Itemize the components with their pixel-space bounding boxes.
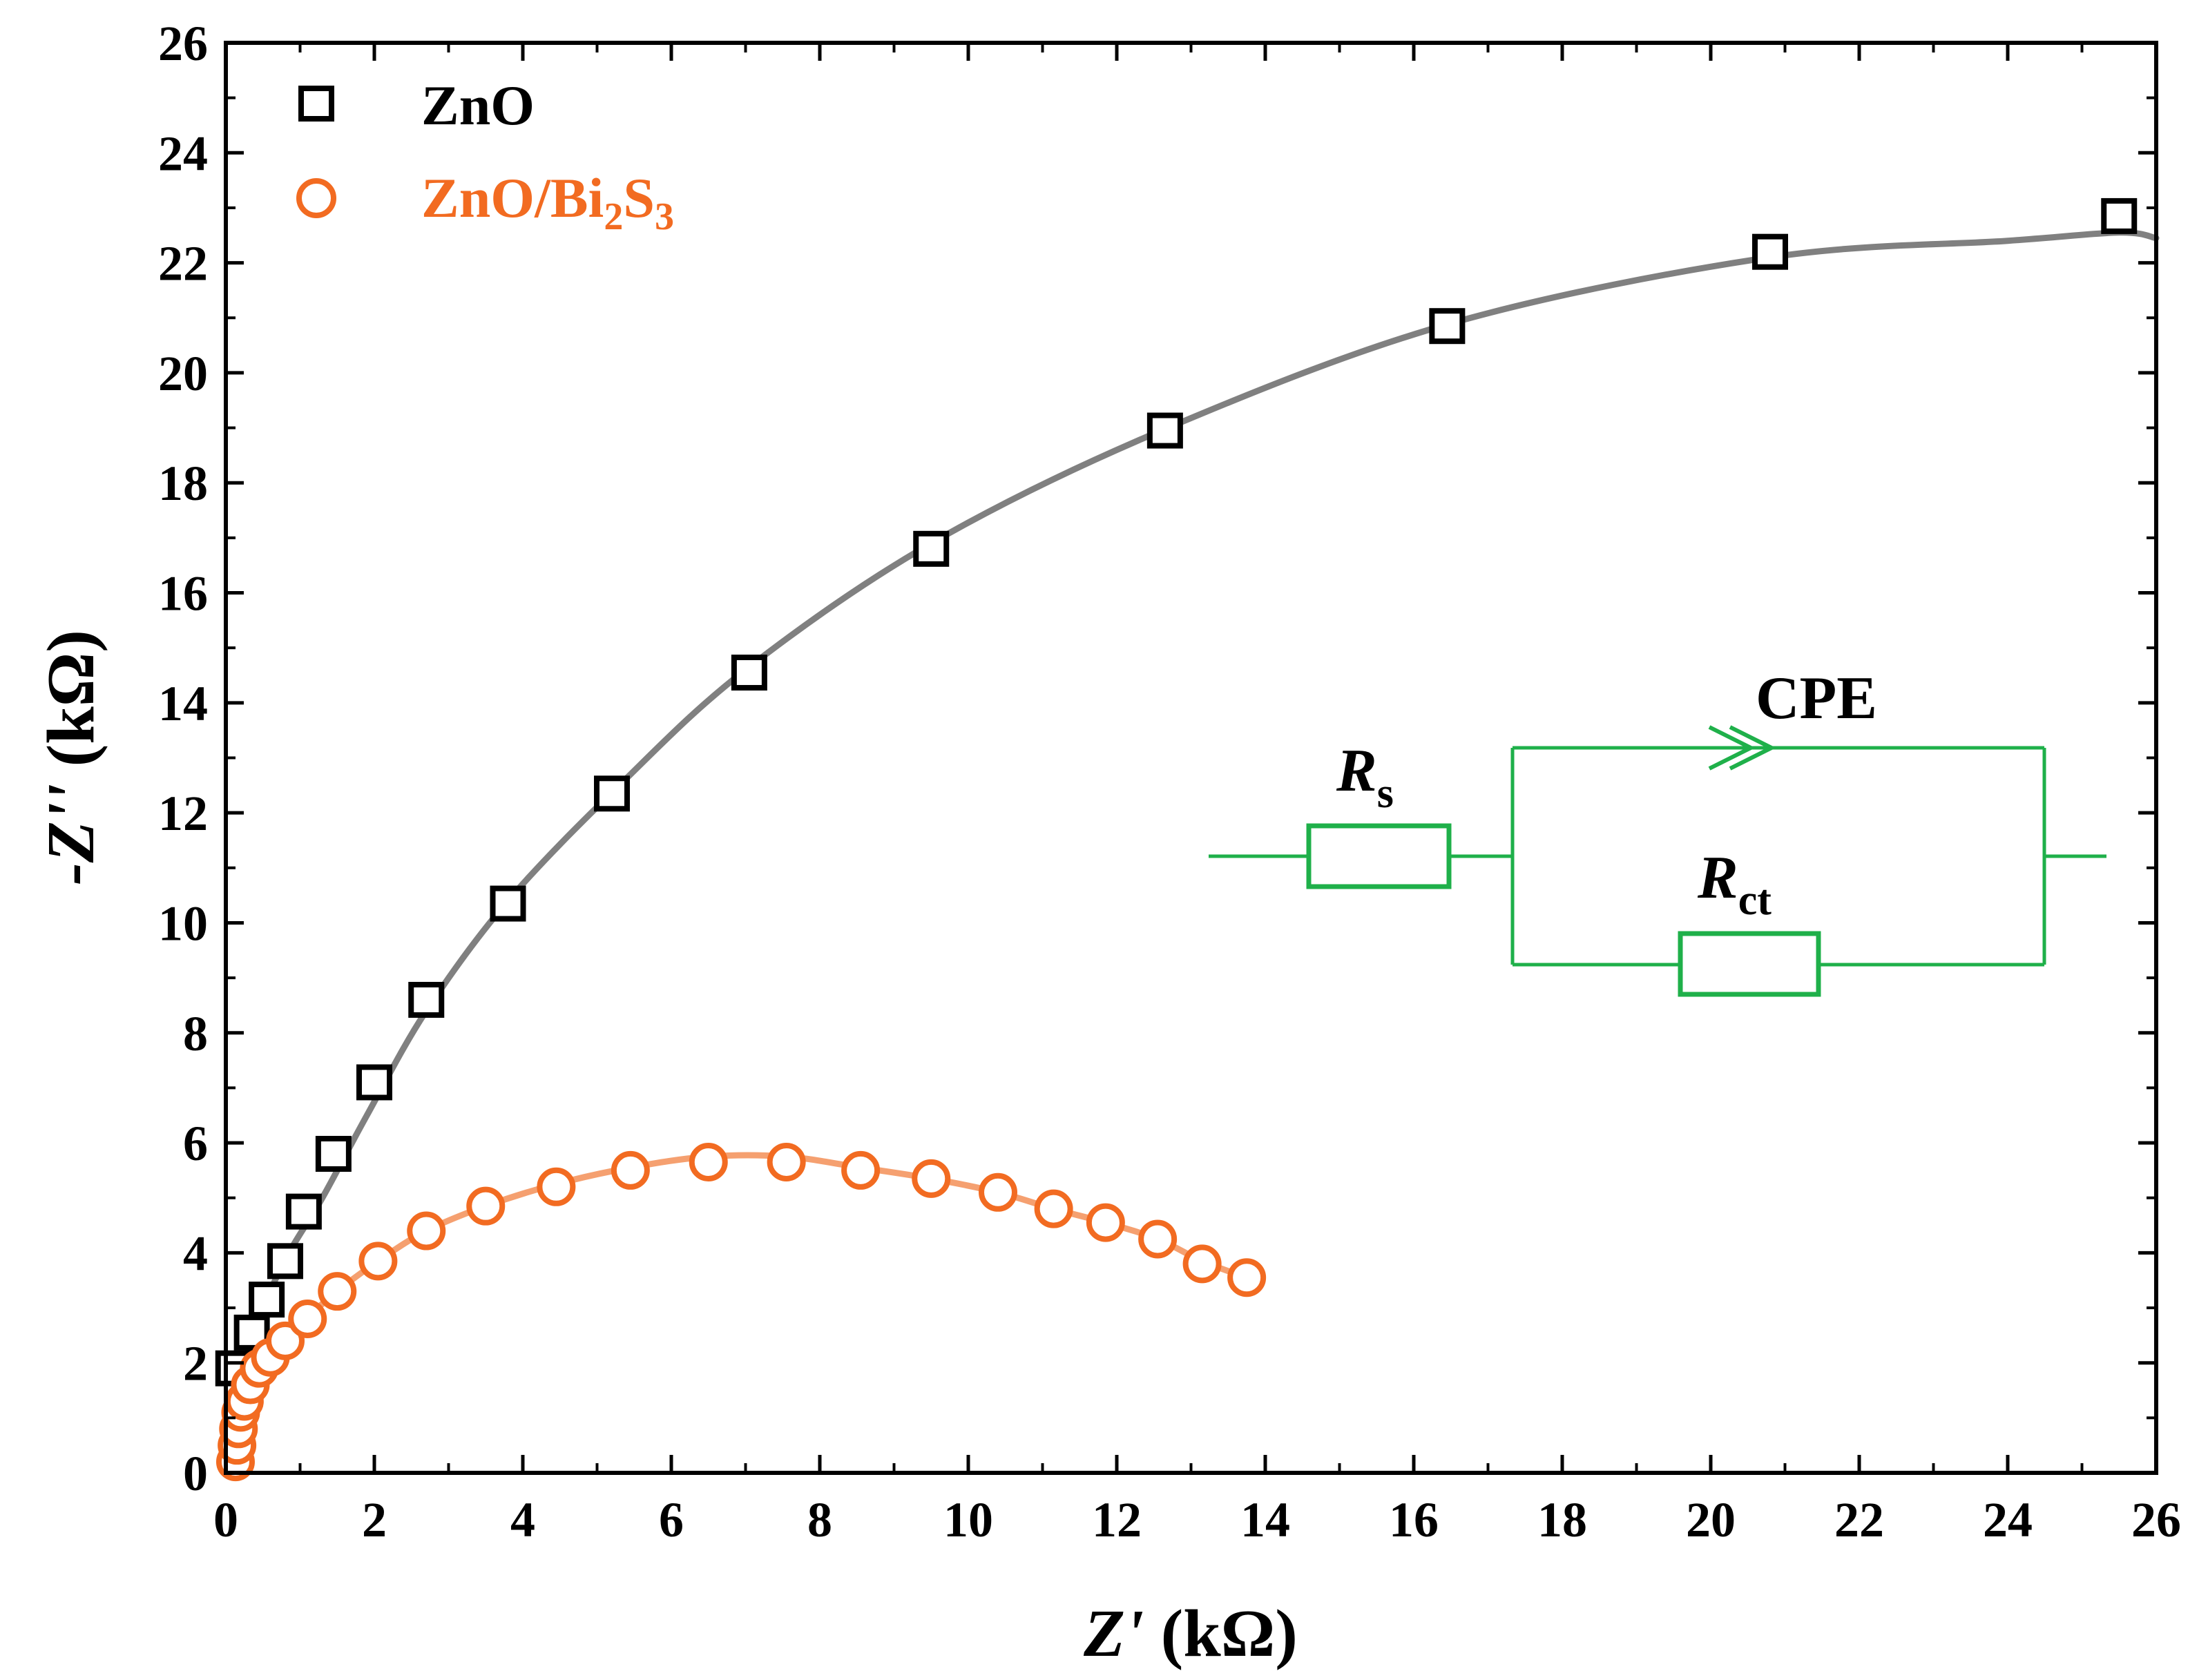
zno-bi2s3-data-point [407,1211,446,1251]
zno-bi2s3-data-point [767,1142,806,1181]
x-tick-label: 10 [943,1492,993,1547]
x-axis-variable: Z' [1083,1596,1144,1671]
zno-bi2s3-data-point [358,1242,398,1281]
y-tick-label: 10 [158,896,208,951]
legend-label-bi2s3: ZnO/Bi2S3 [421,166,674,238]
zno-bi2s3-data-point [611,1150,650,1190]
zno-data-point [315,1136,352,1172]
x-tick-label: 24 [1983,1492,2033,1547]
legend-marker-zno [298,86,334,122]
zno-bi2s3-data-point [266,1321,305,1360]
x-tick-label: 16 [1389,1492,1439,1547]
zno-data-point [1146,412,1183,449]
zno-data-point [408,981,445,1018]
y-tick-label: 14 [158,676,208,731]
zno-data-point [356,1064,392,1101]
x-tick-label: 26 [2131,1492,2181,1547]
zno-data-point [490,885,526,922]
rct-resistor [1678,931,1821,997]
legend-label-zno: ZnO [421,74,535,137]
y-tick-label: 26 [158,16,208,71]
y-tick-label: 2 [183,1336,208,1391]
y-axis-title: -Z'' (kΩ) [34,630,108,885]
y-tick-label: 18 [158,456,208,511]
zno-bi2s3-data-point [1086,1203,1125,1242]
equivalent-circuit-inset [1209,725,2106,997]
rs-label: Rs [1336,737,1394,817]
cpe-symbol [1708,725,1756,771]
x-tick-label: 22 [1834,1492,1884,1547]
rct-label: Rct [1697,844,1772,924]
fit-line-zno-bi2s3 [232,1152,1250,1476]
y-tick-label: 12 [158,786,208,841]
zno-data-point [249,1282,285,1318]
x-tick-label: 0 [213,1492,238,1547]
legend-bi2s3-part2: S [623,166,655,229]
zno-data-point [594,775,630,812]
zno-bi2s3-data-point [689,1142,728,1181]
y-tick-label: 4 [183,1226,208,1281]
y-tick-label: 8 [183,1006,208,1061]
y-axis-variable: -Z'' [34,784,108,885]
legend-bi2s3-part1: ZnO/Bi [421,166,604,229]
x-tick-label: 20 [1686,1492,1736,1547]
y-tick-label: 6 [183,1116,208,1171]
axis-tick-labels: 0 2 4 6 8 10 12 14 16 18 20 22 24 2602468101214161820… [158,16,2181,1547]
data-markers [215,197,2138,1482]
y-tick-label: 24 [158,126,208,181]
x-tick-label: 18 [1537,1492,1587,1547]
legend-marker-bi2s3 [296,178,336,218]
x-tick-label: 6 [659,1492,684,1547]
y-tick-label: 0 [183,1446,208,1501]
zno-bi2s3-data-point [841,1150,881,1190]
x-axis-title: Z' (kΩ) [1083,1596,1298,1671]
zno-bi2s3-data-point [912,1159,951,1198]
zno-bi2s3-data-point [466,1186,506,1226]
y-tick-label: 16 [158,566,208,621]
zno-bi2s3-data-point [1138,1219,1178,1259]
x-tick-label: 2 [362,1492,387,1547]
fit-line-zno [226,229,2160,1476]
zno-bi2s3-data-point [288,1299,327,1338]
cpe-label: CPE [1756,665,1877,732]
axis-ticks [224,41,2158,1475]
zno-bi2s3-data-point [537,1167,576,1206]
x-tick-label: 8 [807,1492,832,1547]
zno-data-point [267,1243,303,1280]
y-tick-label: 20 [158,346,208,401]
cpe-symbol-inner [1729,725,1776,771]
legend: ZnO ZnO/Bi2S3 [296,74,674,238]
x-tick-label: 4 [510,1492,535,1547]
fit-lines [226,229,2160,1476]
zno-bi2s3-data-point [318,1272,357,1311]
zno-bi2s3-data-point [1034,1189,1073,1228]
zno-data-point [285,1193,322,1230]
legend-bi2s3-sub1: 2 [604,195,623,238]
y-axis-unit: (kΩ) [34,630,108,784]
zno-data-point [1752,233,1788,270]
x-axis-unit: (kΩ) [1144,1596,1298,1671]
zno-data-point [2101,197,2138,234]
y-tick-label: 22 [158,236,208,291]
legend-bi2s3-sub2: 3 [655,195,674,238]
zno-data-point [233,1314,270,1351]
zno-bi2s3-data-point [1182,1244,1222,1284]
zno-bi2s3-data-point [1227,1258,1267,1297]
x-tick-label: 12 [1092,1492,1142,1547]
zno-data-point [913,530,950,567]
x-tick-label: 14 [1240,1492,1290,1547]
zno-data-point [1429,308,1466,345]
zno-bi2s3-data-point [979,1172,1017,1212]
zno-data-point [731,655,767,691]
rs-resistor [1306,823,1452,889]
